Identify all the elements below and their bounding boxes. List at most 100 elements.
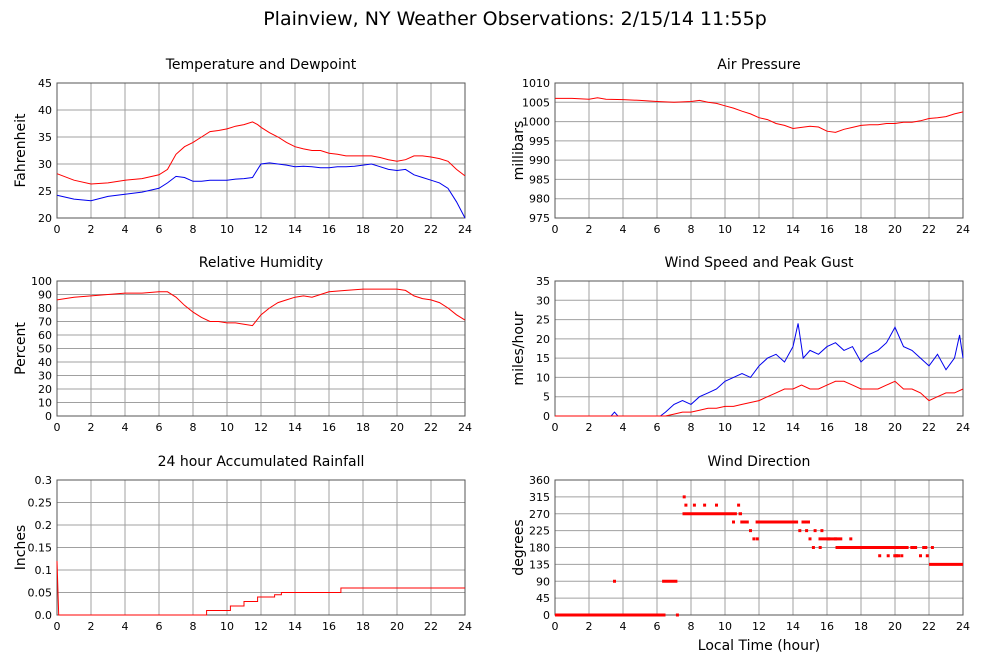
direction-point — [752, 537, 756, 541]
direction-point — [798, 529, 802, 533]
x-tick-label: 20 — [888, 421, 902, 434]
direction-point — [878, 554, 882, 558]
y-tick-label: 100 — [31, 275, 52, 288]
y-tick-label: 0 — [543, 609, 550, 622]
plot-frame — [554, 82, 964, 219]
x-tick-label: 4 — [620, 620, 627, 633]
y-axis-label: miles/hour — [511, 311, 527, 385]
x-tick-label: 22 — [424, 620, 438, 633]
x-tick-label: 10 — [718, 421, 732, 434]
y-tick-label: 0.05 — [28, 587, 53, 600]
x-tick-label: 12 — [254, 223, 268, 236]
series-line — [555, 323, 964, 417]
y-axis-label: degrees — [511, 519, 527, 575]
x-tick-label: 6 — [156, 421, 163, 434]
x-tick-label: 12 — [752, 421, 766, 434]
x-tick-label: 8 — [190, 620, 197, 633]
direction-point — [682, 495, 686, 499]
x-tick-label: 4 — [122, 421, 129, 434]
x-tick-label: 14 — [288, 620, 302, 633]
y-tick-label: 1010 — [522, 77, 550, 90]
x-tick-label: 6 — [156, 620, 163, 633]
y-tick-label: 80 — [38, 302, 52, 315]
direction-point — [684, 503, 688, 507]
x-tick-label: 18 — [356, 421, 370, 434]
y-tick-label: 30 — [38, 158, 52, 171]
pressure-chart: 0 2 4 6 8 10 12 14 16 18 20 22 249759809859909951000… — [511, 57, 970, 236]
direction-point — [613, 579, 616, 583]
x-axis-label: Local Time (hour) — [698, 638, 820, 654]
x-tick-label: 2 — [88, 421, 95, 434]
y-tick-label: 0 — [543, 410, 550, 423]
y-tick-label: 60 — [38, 329, 52, 342]
x-tick-label: 20 — [390, 223, 404, 236]
x-tick-label: 8 — [688, 421, 695, 434]
x-tick-label: 14 — [786, 620, 800, 633]
x-tick-label: 10 — [220, 421, 234, 434]
y-tick-label: 30 — [38, 370, 52, 383]
y-tick-label: 45 — [38, 77, 52, 90]
plot-frame — [56, 479, 466, 616]
y-tick-label: 225 — [529, 525, 550, 538]
x-tick-label: 2 — [586, 223, 593, 236]
x-tick-label: 24 — [956, 421, 970, 434]
y-tick-label: 20 — [38, 383, 52, 396]
y-tick-label: 0.25 — [28, 497, 53, 510]
y-tick-label: 15 — [536, 352, 550, 365]
series-line — [56, 162, 466, 219]
series-line — [56, 288, 466, 327]
chart-title: Temperature and Dewpoint — [165, 57, 357, 73]
wind-chart: 0 2 4 6 8 10 12 14 16 18 20 22 2405101520253035Wind … — [511, 255, 970, 434]
x-tick-label: 8 — [688, 620, 695, 633]
direction-point — [895, 554, 899, 558]
x-tick-label: 10 — [220, 223, 234, 236]
x-tick-label: 12 — [752, 620, 766, 633]
x-tick-label: 24 — [458, 223, 472, 236]
direction-point — [811, 546, 815, 549]
y-tick-label: 360 — [529, 474, 550, 487]
y-tick-label: 50 — [38, 343, 52, 356]
y-tick-label: 0.2 — [35, 519, 53, 532]
y-tick-label: 25 — [536, 314, 550, 327]
x-tick-label: 0 — [552, 620, 559, 633]
x-tick-label: 2 — [88, 620, 95, 633]
chart-panels: 0 2 4 6 8 10 12 14 16 18 20 22 24202530354045Tempera… — [13, 57, 970, 654]
direction-point — [820, 529, 824, 533]
x-tick-label: 24 — [956, 223, 970, 236]
direction-point — [737, 503, 741, 507]
y-tick-label: 0.3 — [35, 474, 53, 487]
y-tick-label: 25 — [38, 185, 52, 198]
humidity-chart: 0 2 4 6 8 10 12 14 16 18 20 22 240102030405060708090… — [13, 255, 472, 434]
temp-chart: 0 2 4 6 8 10 12 14 16 18 20 22 24202530354045Tempera… — [13, 57, 472, 236]
x-tick-label: 0 — [54, 620, 61, 633]
y-tick-label: 35 — [38, 131, 52, 144]
x-tick-label: 4 — [122, 620, 129, 633]
y-tick-label: 40 — [38, 356, 52, 369]
y-tick-label: 975 — [529, 212, 550, 225]
x-tick-label: 18 — [854, 620, 868, 633]
series-line — [56, 560, 465, 616]
x-tick-label: 2 — [586, 421, 593, 434]
x-tick-label: 20 — [390, 620, 404, 633]
x-tick-label: 6 — [654, 223, 661, 236]
direction-point — [749, 529, 752, 533]
y-tick-label: 40 — [38, 104, 52, 117]
page-title: Plainview, NY Weather Observations: 2/15… — [263, 8, 767, 30]
rain-chart: 0 2 4 6 8 10 12 14 16 18 20 22 240.00.050.10.150.20.… — [13, 454, 472, 633]
y-axis-label: Percent — [13, 322, 29, 375]
chart-title: Air Pressure — [717, 57, 800, 73]
x-tick-label: 16 — [820, 223, 834, 236]
x-tick-label: 10 — [220, 620, 234, 633]
direction-point — [692, 503, 696, 507]
direction-point — [732, 520, 735, 524]
x-tick-label: 2 — [586, 620, 593, 633]
x-tick-label: 12 — [254, 421, 268, 434]
plot-frame — [554, 280, 964, 417]
direction-chart: 0 2 4 6 8 10 12 14 16 18 20 22 240459013518022527031… — [511, 454, 970, 654]
x-tick-label: 6 — [156, 223, 163, 236]
direction-point — [900, 554, 904, 558]
y-tick-label: 20 — [536, 333, 550, 346]
x-tick-label: 16 — [322, 421, 336, 434]
y-tick-label: 90 — [38, 289, 52, 302]
direction-point — [834, 537, 837, 541]
